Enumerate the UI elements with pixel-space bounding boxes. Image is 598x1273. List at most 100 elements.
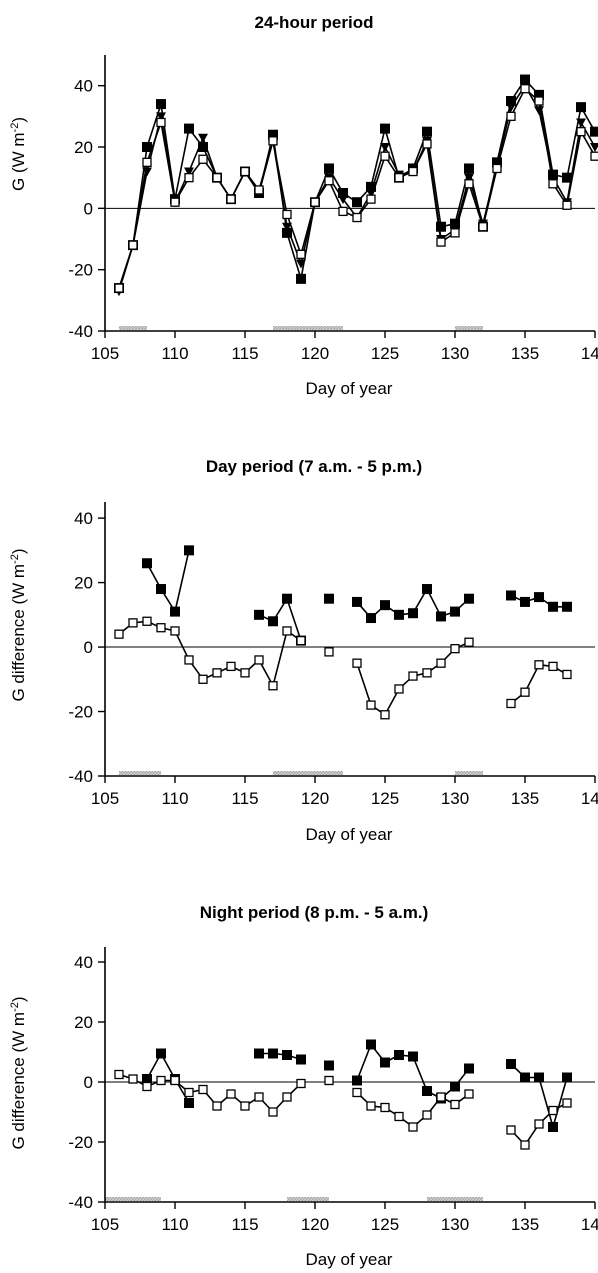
data-point: [422, 584, 432, 595]
data-point: [450, 644, 460, 654]
data-point: [506, 96, 516, 106]
data-point: [576, 118, 586, 128]
plot-area: [114, 74, 598, 297]
data-point: [352, 1087, 362, 1098]
data-point: [478, 222, 488, 232]
hatched-period: [455, 771, 483, 775]
data-point: [254, 1092, 264, 1102]
data-point: [576, 127, 586, 137]
x-axis-label: Day of year: [306, 1250, 393, 1269]
panel-24-hour: 24-hour period G (W m-2) -40 -20 0 20 40 105…: [9, 13, 598, 398]
data-point: [380, 1057, 390, 1068]
data-point: [268, 1107, 278, 1117]
data-point: [408, 671, 418, 681]
data-point: [268, 616, 278, 627]
data-point: [296, 273, 306, 284]
data-point: [170, 197, 180, 207]
data-point: [464, 179, 474, 189]
data-point: [282, 593, 292, 604]
data-point: [450, 228, 460, 238]
data-point: [506, 103, 516, 113]
data-point: [324, 163, 334, 174]
y-tick-label: 20: [74, 138, 93, 157]
x-tick-label: 130: [441, 344, 469, 363]
hatched-period: [119, 771, 161, 775]
data-point: [394, 609, 404, 620]
data-point: [310, 197, 320, 207]
y-tick-label: 40: [74, 509, 93, 528]
series-filled-square: [114, 74, 598, 294]
y-tick-label: 20: [74, 574, 93, 593]
panel-night-period: Night period (8 p.m. - 5 a.m.) G differe…: [9, 903, 598, 1269]
data-point: [422, 668, 432, 678]
y-ticks: -40 -20 0 20 40: [68, 509, 105, 786]
data-point: [184, 1087, 194, 1098]
series-open-square: [114, 616, 572, 720]
data-point: [366, 1101, 376, 1111]
data-point: [422, 1086, 432, 1096]
y-tick-label: 0: [84, 199, 93, 218]
data-point: [268, 681, 278, 691]
data-point: [422, 139, 432, 149]
data-point: [506, 1059, 516, 1069]
x-tick-label: 110: [161, 344, 188, 363]
x-tick-label: 140: [581, 789, 598, 808]
data-point: [366, 194, 376, 204]
data-point: [380, 151, 390, 161]
y-tick-label: -20: [68, 703, 93, 722]
data-point: [156, 112, 166, 122]
series-line: [118, 84, 596, 292]
data-point: [282, 227, 292, 238]
data-point: [436, 221, 446, 232]
panel-title: Day period (7 a.m. - 5 p.m.): [206, 457, 422, 476]
data-point: [282, 1050, 292, 1060]
data-point: [296, 249, 306, 259]
data-point: [114, 629, 124, 639]
hatched-period: [105, 1197, 161, 1201]
data-point: [268, 129, 278, 140]
series-filled-triangle: [114, 81, 598, 297]
data-point: [338, 206, 348, 217]
data-point: [380, 710, 390, 720]
x-tick-label: 120: [301, 344, 329, 363]
x-tick-label: 110: [161, 1215, 188, 1234]
data-point: [366, 181, 376, 192]
x-tick-label: 125: [371, 789, 399, 808]
y-tick-label: 40: [74, 77, 93, 96]
x-tick-label: 135: [511, 344, 539, 363]
data-point: [226, 194, 236, 204]
x-tick-label: 120: [301, 1215, 329, 1234]
data-point: [142, 558, 152, 569]
data-point: [366, 1039, 376, 1050]
data-point: [338, 188, 348, 198]
data-point: [394, 684, 404, 694]
x-tick-label: 120: [301, 789, 329, 808]
data-point: [520, 84, 530, 94]
data-point: [128, 618, 138, 628]
data-point: [464, 1063, 474, 1074]
data-point: [156, 99, 166, 110]
plot-area: [114, 1039, 572, 1150]
data-point: [548, 601, 558, 612]
data-point: [422, 126, 432, 137]
data-point: [534, 106, 544, 116]
data-point: [282, 222, 292, 232]
data-point: [184, 173, 194, 183]
data-point: [184, 655, 194, 665]
data-point: [366, 700, 376, 710]
data-point: [408, 1122, 418, 1132]
y-tick-label: 20: [74, 1013, 93, 1032]
hatched-period: [273, 326, 343, 330]
x-axis-label: Day of year: [306, 379, 393, 398]
data-point: [254, 655, 264, 665]
data-point: [114, 283, 124, 293]
y-tick-label: -20: [68, 1133, 93, 1152]
data-point: [520, 74, 530, 85]
data-point: [436, 658, 446, 668]
data-point: [464, 173, 474, 183]
data-point: [324, 1075, 334, 1086]
data-point: [576, 102, 586, 113]
data-point: [184, 167, 194, 177]
data-point: [520, 1072, 530, 1083]
data-point: [240, 1101, 250, 1111]
